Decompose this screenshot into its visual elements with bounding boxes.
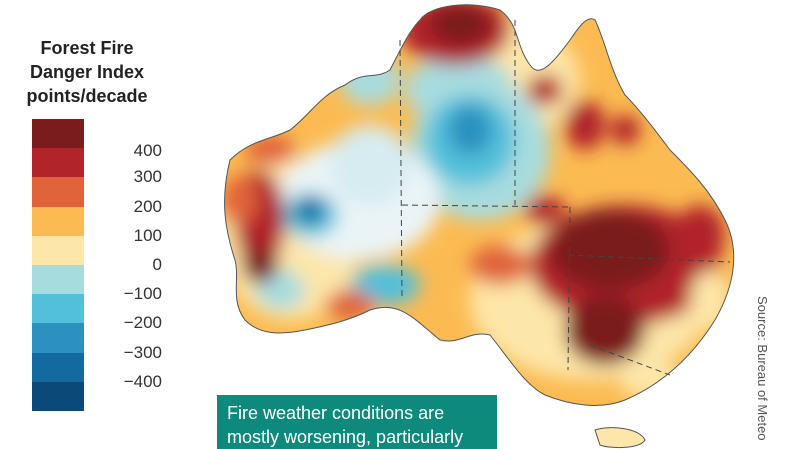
callout-line-2: mostly worsening, particularly xyxy=(227,427,464,447)
legend-tick-0: 0 xyxy=(152,255,162,274)
legend-tick-300: 300 xyxy=(133,167,162,187)
legend-tick-minus-100: −100 xyxy=(123,284,162,304)
legend-colorbar xyxy=(32,119,84,412)
callout-line-1: Fire weather conditions are xyxy=(227,403,445,423)
legend-tick-100: 100 xyxy=(133,225,162,245)
legend-tick-minus-400: −400 xyxy=(123,371,162,391)
legend-swatch-8 xyxy=(32,323,84,353)
legend-swatch-5 xyxy=(32,235,84,266)
legend-swatch-10 xyxy=(32,381,84,412)
legend-title-line-3: points/decade xyxy=(26,86,148,106)
legend-tick-200: 200 xyxy=(133,196,162,216)
source-credit: Source: Bureau of Meteo xyxy=(755,296,770,441)
legend-swatch-4 xyxy=(32,206,84,236)
legend-title-line-2: Danger Index xyxy=(29,62,145,82)
australia-fire-danger-map xyxy=(224,4,735,449)
legend-swatch-3 xyxy=(32,177,84,207)
legend-tick-minus-200: −200 xyxy=(123,313,162,333)
legend-title: Forest Fire Danger Index points/decade xyxy=(8,36,166,108)
callout-box: Fire weather conditions are mostly worse… xyxy=(217,395,497,449)
legend-swatch-1 xyxy=(32,119,84,149)
hazard-field xyxy=(224,4,734,406)
legend-swatch-2 xyxy=(32,148,84,178)
state-borders xyxy=(399,20,731,376)
legend-swatch-7 xyxy=(32,294,84,324)
legend-swatch-9 xyxy=(32,352,84,382)
legend-tick-minus-300: −300 xyxy=(123,342,162,362)
legend-tick-400: 400 xyxy=(133,141,162,161)
legend-title-line-1: Forest Fire xyxy=(40,38,134,58)
legend-swatch-6 xyxy=(32,265,84,295)
tasmania xyxy=(594,427,646,449)
coastline xyxy=(224,4,735,406)
legend-tick-labels: 400 300 200 100 0 −100 −200 −300 −400 xyxy=(92,119,162,411)
